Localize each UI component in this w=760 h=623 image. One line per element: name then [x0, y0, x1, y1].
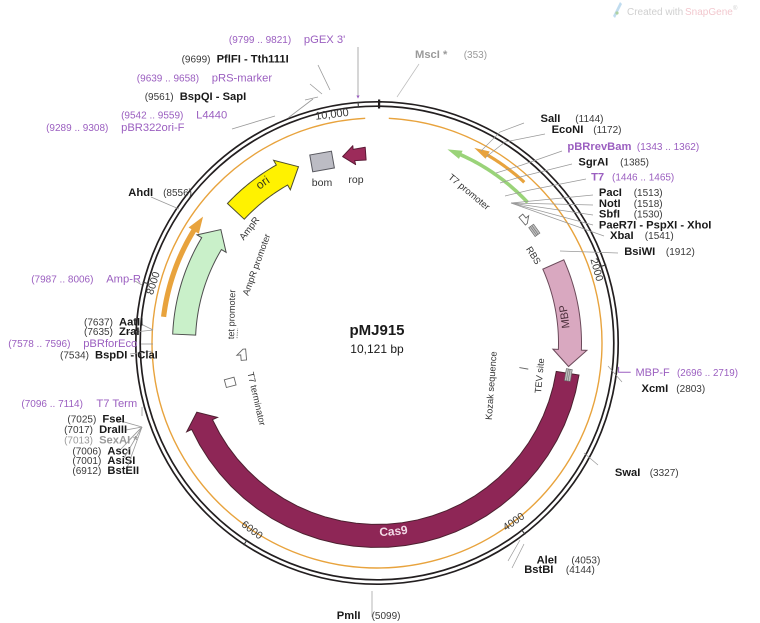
svg-text:®: ®	[733, 5, 738, 12]
svg-text:(1518): (1518)	[634, 199, 663, 210]
svg-text:(9799 .. 9821): (9799 .. 9821)	[229, 35, 291, 46]
svg-text:Cas9: Cas9	[379, 523, 409, 539]
svg-text:T7 Term: T7 Term	[96, 398, 137, 410]
svg-text:(9289 .. 9308): (9289 .. 9308)	[46, 123, 108, 134]
svg-text:SgrAI: SgrAI	[578, 156, 608, 168]
svg-text:(9639 .. 9658): (9639 .. 9658)	[137, 74, 199, 85]
svg-text:(7096 .. 7114): (7096 .. 7114)	[21, 399, 83, 410]
svg-text:T7 promoter: T7 promoter	[446, 172, 491, 212]
svg-text:BstBI: BstBI	[524, 564, 553, 576]
svg-text:tet promoter: tet promoter	[226, 290, 237, 340]
svg-text:AhdI: AhdI	[128, 187, 153, 199]
svg-text:(7013): (7013)	[64, 435, 93, 446]
svg-text:ZraI: ZraI	[119, 326, 140, 338]
svg-text:(2803): (2803)	[676, 384, 705, 395]
svg-text:Amp-R: Amp-R	[106, 273, 141, 285]
svg-text:(1446 .. 1465): (1446 .. 1465)	[612, 173, 674, 184]
svg-text:(7534): (7534)	[60, 350, 89, 361]
svg-text:pBRrevBam: pBRrevBam	[567, 141, 631, 153]
svg-text:(5099): (5099)	[372, 611, 401, 622]
svg-text:pMJ915: pMJ915	[349, 322, 404, 339]
svg-text:XcmI: XcmI	[642, 383, 669, 395]
svg-text:rop: rop	[348, 174, 363, 186]
svg-text:PmlI: PmlI	[337, 610, 361, 622]
svg-text:PflFI - Tth111I: PflFI - Tth111I	[217, 54, 289, 66]
svg-text:TEV site: TEV site	[533, 358, 546, 394]
svg-text:AmpR: AmpR	[237, 215, 262, 243]
svg-text:BstEII: BstEII	[107, 465, 139, 477]
svg-text:SwaI: SwaI	[615, 467, 641, 479]
svg-text:(7017): (7017)	[64, 425, 93, 436]
svg-text:BsiWI: BsiWI	[624, 246, 655, 258]
svg-text:(1541): (1541)	[645, 231, 674, 242]
svg-text:10,121 bp: 10,121 bp	[350, 342, 404, 356]
svg-text:(1385): (1385)	[620, 157, 649, 168]
svg-text:Created with: Created with	[627, 7, 683, 18]
svg-text:pGEX 3': pGEX 3'	[304, 34, 345, 46]
svg-text:EcoNI: EcoNI	[552, 124, 584, 136]
svg-text:(7635): (7635)	[84, 327, 113, 338]
svg-text:RBS: RBS	[524, 245, 543, 267]
svg-text:(1912): (1912)	[666, 247, 695, 258]
svg-text:(353): (353)	[464, 50, 487, 61]
svg-text:Kozak sequence: Kozak sequence	[484, 351, 499, 420]
svg-text:(7987 .. 8006): (7987 .. 8006)	[31, 274, 93, 285]
svg-text:BspDI - ClaI: BspDI - ClaI	[95, 349, 158, 361]
svg-text:(1343 .. 1362): (1343 .. 1362)	[637, 142, 699, 153]
svg-text:pBRforEco: pBRforEco	[83, 338, 137, 350]
svg-text:MscI *: MscI *	[415, 49, 448, 61]
svg-text:(3327): (3327)	[650, 468, 679, 479]
svg-text:(9561): (9561)	[145, 92, 174, 103]
svg-text:(9542 .. 9559): (9542 .. 9559)	[121, 110, 183, 121]
svg-text:(7578 .. 7596): (7578 .. 7596)	[8, 339, 70, 350]
svg-text:BspQI - SapI: BspQI - SapI	[180, 91, 247, 103]
svg-text:T7 terminator: T7 terminator	[245, 371, 267, 426]
svg-text:(6912): (6912)	[72, 466, 101, 477]
svg-text:(1513): (1513)	[634, 188, 663, 199]
svg-text:(1172): (1172)	[593, 125, 621, 136]
svg-text:(2696 .. 2719): (2696 .. 2719)	[677, 368, 738, 379]
svg-text:pRS-marker: pRS-marker	[212, 73, 273, 85]
svg-text:pBR322ori-F: pBR322ori-F	[121, 122, 185, 134]
svg-text:SnapGene: SnapGene	[685, 7, 733, 18]
svg-text:MBP-F: MBP-F	[636, 367, 671, 379]
svg-text:(4144): (4144)	[566, 565, 595, 576]
svg-text:L4440: L4440	[196, 109, 227, 121]
svg-text:T7: T7	[591, 172, 604, 184]
svg-text:bom: bom	[312, 177, 333, 189]
svg-text:(8556): (8556)	[163, 188, 192, 199]
svg-text:XbaI: XbaI	[610, 230, 634, 242]
svg-text:(9699): (9699)	[182, 55, 211, 66]
